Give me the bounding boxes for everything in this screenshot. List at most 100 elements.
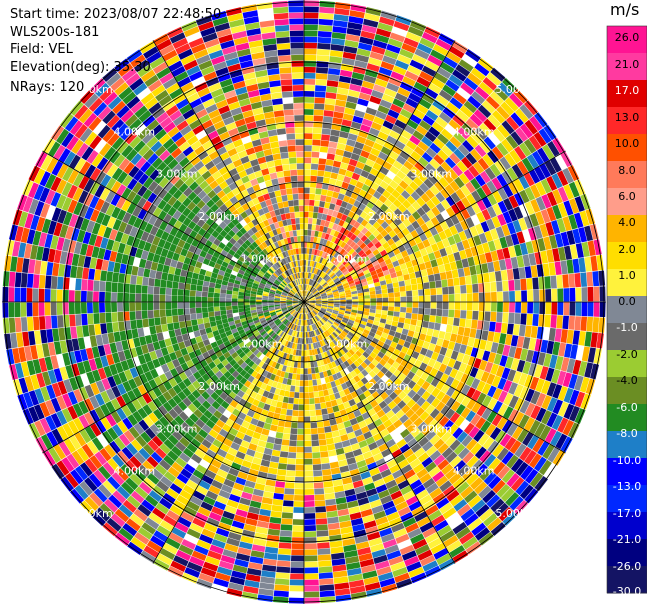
- gate-cell: [350, 288, 357, 292]
- gate-cell: [323, 274, 328, 280]
- gate-cell: [330, 216, 337, 223]
- gate-cell: [562, 274, 569, 288]
- gate-cell: [369, 167, 380, 177]
- gate-cell: [271, 504, 283, 512]
- gate-cell: [523, 100, 538, 116]
- gate-cell: [370, 147, 381, 157]
- gate-cell: [291, 379, 296, 386]
- gate-cell: [419, 232, 428, 242]
- gate-cell: [380, 61, 395, 71]
- gate-cell: [523, 417, 536, 432]
- gate-cell: [414, 48, 430, 60]
- gate-cell: [387, 194, 397, 204]
- gate-cell: [448, 294, 455, 302]
- gate-cell: [407, 205, 417, 215]
- gate-cell: [548, 262, 556, 276]
- gate-cell: [379, 249, 388, 257]
- gate-cell: [543, 353, 552, 368]
- gate-cell: [46, 329, 54, 343]
- gate-cell: [537, 238, 546, 252]
- gate-cell: [451, 269, 459, 279]
- gate-cell: [189, 307, 196, 314]
- gate-cell: [326, 443, 336, 451]
- gate-cell: [311, 434, 319, 441]
- gate-cell: [319, 225, 325, 232]
- gate-cell: [366, 334, 374, 341]
- gate-cell: [494, 160, 507, 174]
- gate-cell: [225, 298, 232, 302]
- gate-cell: [202, 286, 209, 292]
- gate-cell: [372, 348, 380, 355]
- gate-cell: [435, 280, 442, 288]
- gate-cell: [448, 286, 455, 295]
- gate-cell: [382, 175, 393, 185]
- gate-cell: [360, 234, 368, 243]
- gate-cell: [469, 113, 483, 127]
- gate-cell: [309, 187, 316, 194]
- gate-cell: [316, 284, 321, 290]
- gate-cell: [470, 442, 483, 455]
- gate-cell: [516, 255, 525, 268]
- gate-cell: [445, 376, 455, 387]
- gate-cell: [423, 282, 430, 290]
- gate-cell: [335, 281, 342, 286]
- gate-cell: [315, 512, 327, 519]
- gate-cell: [384, 88, 397, 98]
- gate-cell: [382, 253, 390, 261]
- gate-cell: [417, 283, 424, 290]
- gate-cell: [446, 386, 456, 397]
- gate-cell: [438, 416, 450, 427]
- gate-cell: [327, 261, 333, 268]
- gate-cell: [365, 249, 372, 256]
- gate-cell: [361, 80, 375, 90]
- gate-cell: [578, 331, 586, 346]
- gate-cell: [370, 298, 377, 302]
- gate-cell: [378, 151, 389, 161]
- gate-cell: [274, 407, 282, 414]
- gate-cell: [357, 289, 364, 294]
- gate-cell: [372, 337, 379, 344]
- gate-cell: [569, 302, 576, 316]
- gate-cell: [306, 284, 309, 291]
- gate-cell: [426, 267, 434, 276]
- gate-cell: [430, 302, 437, 309]
- gate-cell: [265, 442, 274, 450]
- gate-cell: [431, 121, 445, 133]
- gate-cell: [147, 310, 154, 319]
- gate-cell: [304, 48, 317, 55]
- gate-cell: [531, 350, 540, 364]
- gate-cell: [159, 294, 166, 302]
- gate-cell: [353, 167, 363, 175]
- gate-cell: [381, 310, 388, 315]
- gate-cell: [351, 309, 358, 314]
- gate-cell: [419, 182, 430, 193]
- gate-cell: [58, 263, 66, 277]
- gate-cell: [458, 59, 474, 72]
- gate-cell: [143, 268, 151, 278]
- gate-cell: [544, 428, 557, 444]
- gate-cell: [482, 77, 498, 91]
- gate-cell: [452, 233, 462, 244]
- gate-cell: [311, 248, 316, 255]
- gate-cell: [500, 269, 508, 281]
- gate-cell: [417, 141, 429, 152]
- gate-cell: [524, 450, 537, 465]
- gate-cell: [142, 318, 149, 328]
- gate-cell: [502, 211, 513, 224]
- gate-cell: [324, 98, 336, 106]
- gate-cell: [274, 578, 290, 586]
- gate-cell: [386, 43, 401, 54]
- gate-cell: [312, 309, 318, 314]
- gate-cell: [506, 268, 514, 281]
- gate-cell: [196, 285, 203, 292]
- gate-cell: [321, 183, 329, 190]
- gate-cell: [330, 315, 336, 320]
- gate-cell: [326, 321, 332, 326]
- gate-cell: [334, 279, 341, 284]
- gate-cell: [309, 303, 316, 306]
- gate-cell: [341, 57, 355, 66]
- gate-cell: [471, 389, 482, 402]
- gate-cell: [345, 306, 352, 310]
- gate-cell: [270, 455, 280, 463]
- gate-cell: [454, 176, 465, 189]
